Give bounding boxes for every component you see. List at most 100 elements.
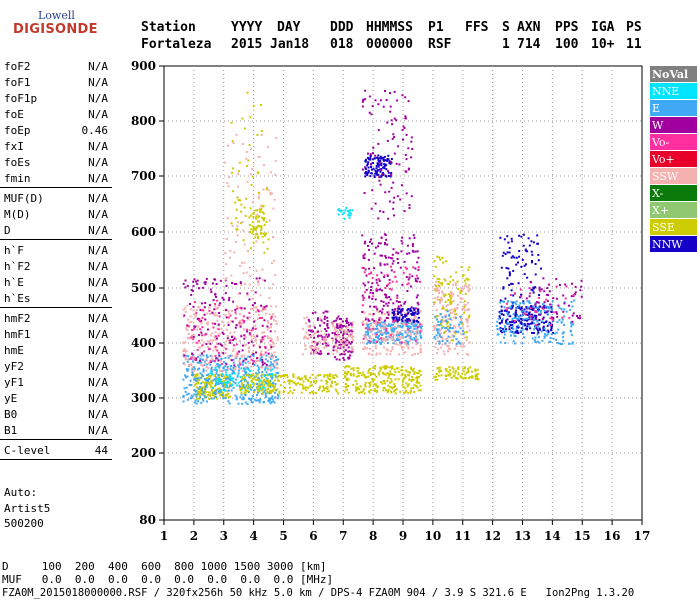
param-name: foF2	[4, 60, 31, 73]
echo-point	[401, 369, 403, 372]
echo-point	[369, 313, 372, 316]
echo-point	[386, 304, 389, 307]
echo-point	[274, 330, 277, 333]
echo-point	[335, 390, 338, 393]
echo-point	[363, 297, 365, 300]
echo-point	[282, 390, 285, 393]
echo-point	[395, 280, 398, 283]
param-row: hmF2 N/A	[0, 310, 112, 326]
echo-point	[325, 382, 328, 385]
echo-point	[218, 312, 221, 314]
echo-point	[261, 361, 264, 364]
echo-point	[552, 331, 554, 334]
echo-point	[323, 336, 326, 339]
param-row: foEp 0.46	[0, 122, 112, 138]
echo-point	[382, 389, 385, 392]
echo-point	[384, 243, 387, 246]
echo-point	[379, 323, 382, 326]
echo-point	[213, 397, 216, 400]
echo-point	[214, 347, 217, 350]
echo-point	[301, 353, 304, 356]
echo-point	[390, 367, 393, 370]
echo-point	[454, 370, 457, 372]
echo-point	[370, 207, 373, 210]
echo-point	[219, 379, 222, 382]
x-tick-label: 1	[160, 529, 168, 543]
echo-point	[539, 310, 542, 312]
echo-point	[275, 320, 278, 323]
echo-point	[223, 380, 226, 383]
echo-point	[331, 382, 334, 385]
echo-point	[257, 224, 260, 227]
param-value: N/A	[88, 292, 108, 305]
echo-point	[190, 334, 193, 337]
echo-point	[258, 390, 261, 392]
echo-point	[343, 372, 346, 375]
echo-point	[330, 380, 333, 383]
echo-point	[543, 301, 546, 304]
echo-point	[381, 173, 384, 176]
echo-point	[259, 338, 262, 341]
echo-point	[457, 373, 460, 376]
echo-point	[227, 316, 230, 319]
echo-point	[215, 381, 218, 384]
echo-point	[385, 327, 388, 330]
echo-point	[335, 319, 337, 322]
clevel-value: 44	[94, 444, 108, 457]
echo-point	[362, 266, 365, 269]
echo-point	[228, 256, 231, 259]
echo-point	[532, 305, 535, 308]
echo-point	[387, 376, 390, 379]
echo-point	[231, 349, 234, 352]
echo-point	[270, 347, 272, 350]
echo-point	[250, 375, 253, 378]
param-name: B1	[4, 424, 18, 437]
echo-point	[277, 358, 280, 361]
legend-swatch	[650, 185, 697, 201]
echo-point	[419, 389, 422, 392]
echo-point	[404, 266, 407, 269]
echo-point	[209, 334, 212, 337]
echo-point	[253, 320, 256, 323]
echo-point	[235, 208, 238, 211]
echo-point	[357, 387, 360, 390]
echo-point	[396, 367, 399, 370]
logo-lowell: Lowell	[38, 9, 75, 22]
echo-point	[449, 311, 452, 314]
echo-point	[405, 330, 408, 333]
echo-point	[536, 242, 539, 245]
echo-point	[389, 353, 392, 356]
echo-point	[206, 374, 208, 377]
echo-point	[499, 317, 501, 320]
echo-point	[266, 366, 269, 369]
echo-point	[250, 388, 253, 391]
echo-point	[467, 316, 470, 319]
echo-point	[348, 330, 351, 333]
echo-point	[250, 214, 253, 217]
echo-point	[449, 347, 452, 350]
echo-point	[332, 322, 335, 325]
echo-point	[457, 325, 460, 328]
echo-point	[262, 386, 265, 388]
echo-point	[273, 259, 276, 262]
echo-point	[209, 363, 212, 366]
echo-point	[248, 374, 251, 377]
echo-point	[454, 330, 457, 333]
x-tick-label: 8	[369, 529, 377, 543]
echo-point	[300, 377, 303, 380]
echo-point	[391, 253, 394, 256]
param-name: foF1p	[4, 92, 38, 105]
param-name: foF1	[4, 76, 31, 89]
echo-point	[242, 396, 245, 399]
echo-point	[371, 189, 374, 192]
echo-point	[393, 214, 395, 217]
echo-point	[543, 329, 546, 332]
echo-point	[234, 326, 237, 329]
echo-point	[218, 376, 220, 379]
echo-point	[435, 373, 438, 375]
echo-point	[517, 317, 520, 320]
echo-point	[369, 383, 372, 386]
echo-point	[340, 324, 343, 327]
echo-point	[525, 297, 528, 300]
echo-point	[255, 399, 258, 402]
